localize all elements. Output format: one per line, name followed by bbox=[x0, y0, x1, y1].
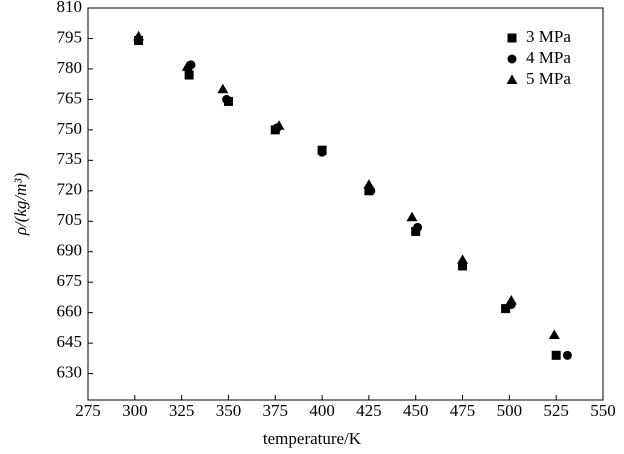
data-point bbox=[181, 61, 193, 71]
data-point bbox=[457, 254, 469, 264]
y-tick-label: 675 bbox=[57, 271, 83, 290]
data-point bbox=[551, 350, 561, 360]
y-tick-label: 735 bbox=[57, 149, 83, 168]
legend-marker bbox=[506, 74, 518, 84]
x-tick-label: 450 bbox=[403, 401, 429, 420]
x-tick-label: 275 bbox=[75, 401, 101, 420]
y-tick-label: 750 bbox=[57, 119, 83, 138]
y-axis-label: ρ/(kg/m³) bbox=[11, 172, 30, 236]
x-tick-label: 425 bbox=[356, 401, 382, 420]
data-point bbox=[548, 329, 560, 340]
data-point bbox=[406, 211, 418, 222]
x-tick-label: 525 bbox=[543, 401, 569, 420]
x-tick-label: 375 bbox=[263, 401, 289, 420]
y-tick-label: 690 bbox=[57, 241, 83, 260]
x-tick-label: 300 bbox=[122, 401, 148, 420]
x-tick-label: 475 bbox=[450, 401, 476, 420]
x-tick-label: 350 bbox=[216, 401, 242, 420]
y-tick-label: 810 bbox=[57, 0, 83, 16]
legend-label: 5 MPa bbox=[526, 69, 571, 88]
data-point bbox=[413, 222, 423, 232]
data-point bbox=[217, 83, 229, 94]
x-tick-label: 500 bbox=[497, 401, 523, 420]
y-tick-label: 720 bbox=[57, 180, 83, 199]
x-tick-label: 550 bbox=[590, 401, 616, 420]
data-point bbox=[133, 30, 145, 41]
legend-label: 4 MPa bbox=[526, 48, 571, 67]
y-tick-label: 780 bbox=[57, 58, 83, 77]
data-point bbox=[273, 120, 285, 130]
y-tick-label: 630 bbox=[57, 363, 83, 382]
plot-frame bbox=[87, 7, 604, 401]
data-point bbox=[317, 147, 327, 157]
y-tick-label: 795 bbox=[57, 27, 83, 46]
x-tick-label: 325 bbox=[169, 401, 195, 420]
legend-label: 3 MPa bbox=[526, 27, 571, 46]
y-tick-label: 705 bbox=[57, 210, 83, 229]
data-point bbox=[505, 294, 517, 305]
legend-marker bbox=[507, 54, 517, 64]
y-tick-label: 645 bbox=[57, 332, 83, 351]
data-point bbox=[562, 350, 572, 360]
data-point bbox=[501, 304, 511, 314]
y-tick-label: 765 bbox=[57, 88, 83, 107]
x-tick-label: 400 bbox=[309, 401, 335, 420]
x-axis-label: temperature/K bbox=[263, 429, 362, 448]
data-point bbox=[184, 70, 194, 80]
legend-marker bbox=[507, 33, 517, 43]
data-point bbox=[363, 179, 375, 189]
data-point bbox=[222, 94, 232, 104]
y-tick-label: 660 bbox=[57, 302, 83, 321]
